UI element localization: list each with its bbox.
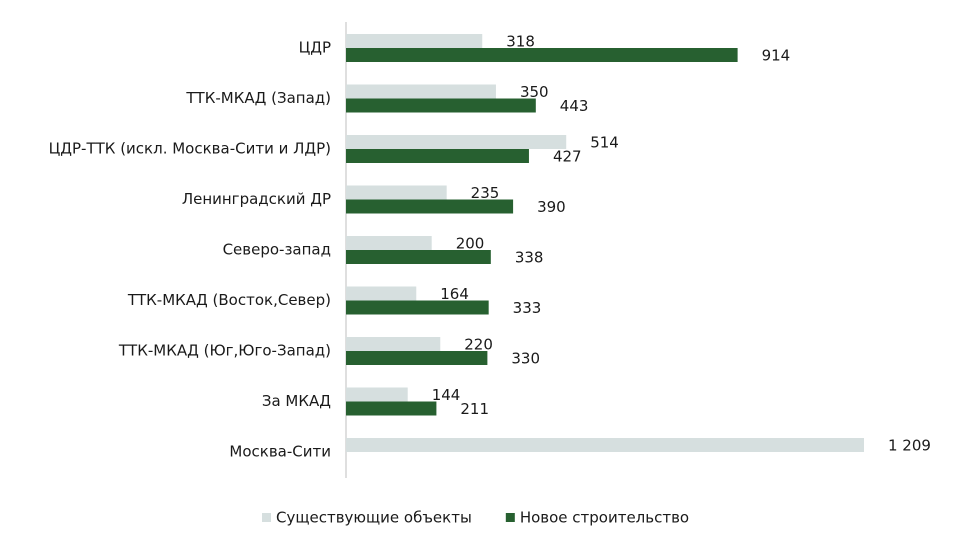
data-label: 144	[432, 386, 461, 404]
data-label: 1 209	[888, 437, 931, 455]
data-label: 330	[511, 350, 540, 368]
legend-label: Новое строительство	[520, 509, 689, 527]
bar	[346, 199, 514, 214]
bar	[346, 84, 496, 99]
y-tick-label: ЦДР-ТТК (искл. Москва-Сити и ЛДР)	[49, 140, 331, 158]
data-label: 514	[590, 134, 619, 152]
data-label: 220	[464, 336, 493, 354]
data-label: 211	[460, 400, 489, 418]
data-label: 318	[506, 33, 535, 51]
bar	[346, 286, 417, 301]
data-label: 427	[553, 148, 582, 166]
data-label: 235	[471, 184, 500, 202]
y-tick-label: За МКАД	[262, 392, 331, 410]
bar	[346, 387, 408, 402]
y-tick-label: Северо-запад	[223, 241, 331, 259]
data-label: 338	[515, 249, 544, 267]
bar	[346, 236, 432, 250]
bar	[346, 438, 864, 452]
data-label: 914	[762, 47, 791, 65]
bar	[346, 337, 441, 351]
legend-label: Существующие объекты	[276, 509, 472, 527]
bar	[346, 351, 488, 365]
bar	[346, 34, 483, 48]
bar	[346, 149, 529, 163]
data-label: 200	[456, 235, 485, 253]
data-label: 350	[520, 83, 549, 101]
data-label: 333	[513, 299, 542, 317]
bar	[346, 135, 567, 149]
y-tick-label: Ленинградский ДР	[182, 190, 331, 208]
bar	[346, 185, 447, 200]
bar	[346, 250, 491, 264]
data-label: 164	[440, 285, 469, 303]
y-tick-label: ТТК-МКАД (Запад)	[185, 89, 331, 107]
bar	[346, 48, 738, 62]
legend-swatch	[505, 513, 515, 522]
legend-swatch	[262, 513, 271, 522]
y-tick-label: Москва-Сити	[229, 443, 331, 461]
data-label: 443	[560, 97, 589, 115]
y-tick-label: ЦДР	[299, 39, 331, 57]
bar	[346, 401, 437, 416]
bar	[346, 98, 536, 113]
bar	[346, 300, 489, 315]
y-tick-label: ТТК-МКАД (Восток,Север)	[127, 291, 331, 309]
y-tick-label: ТТК-МКАД (Юг,Юго-Запад)	[118, 342, 331, 360]
data-label: 390	[537, 198, 566, 216]
